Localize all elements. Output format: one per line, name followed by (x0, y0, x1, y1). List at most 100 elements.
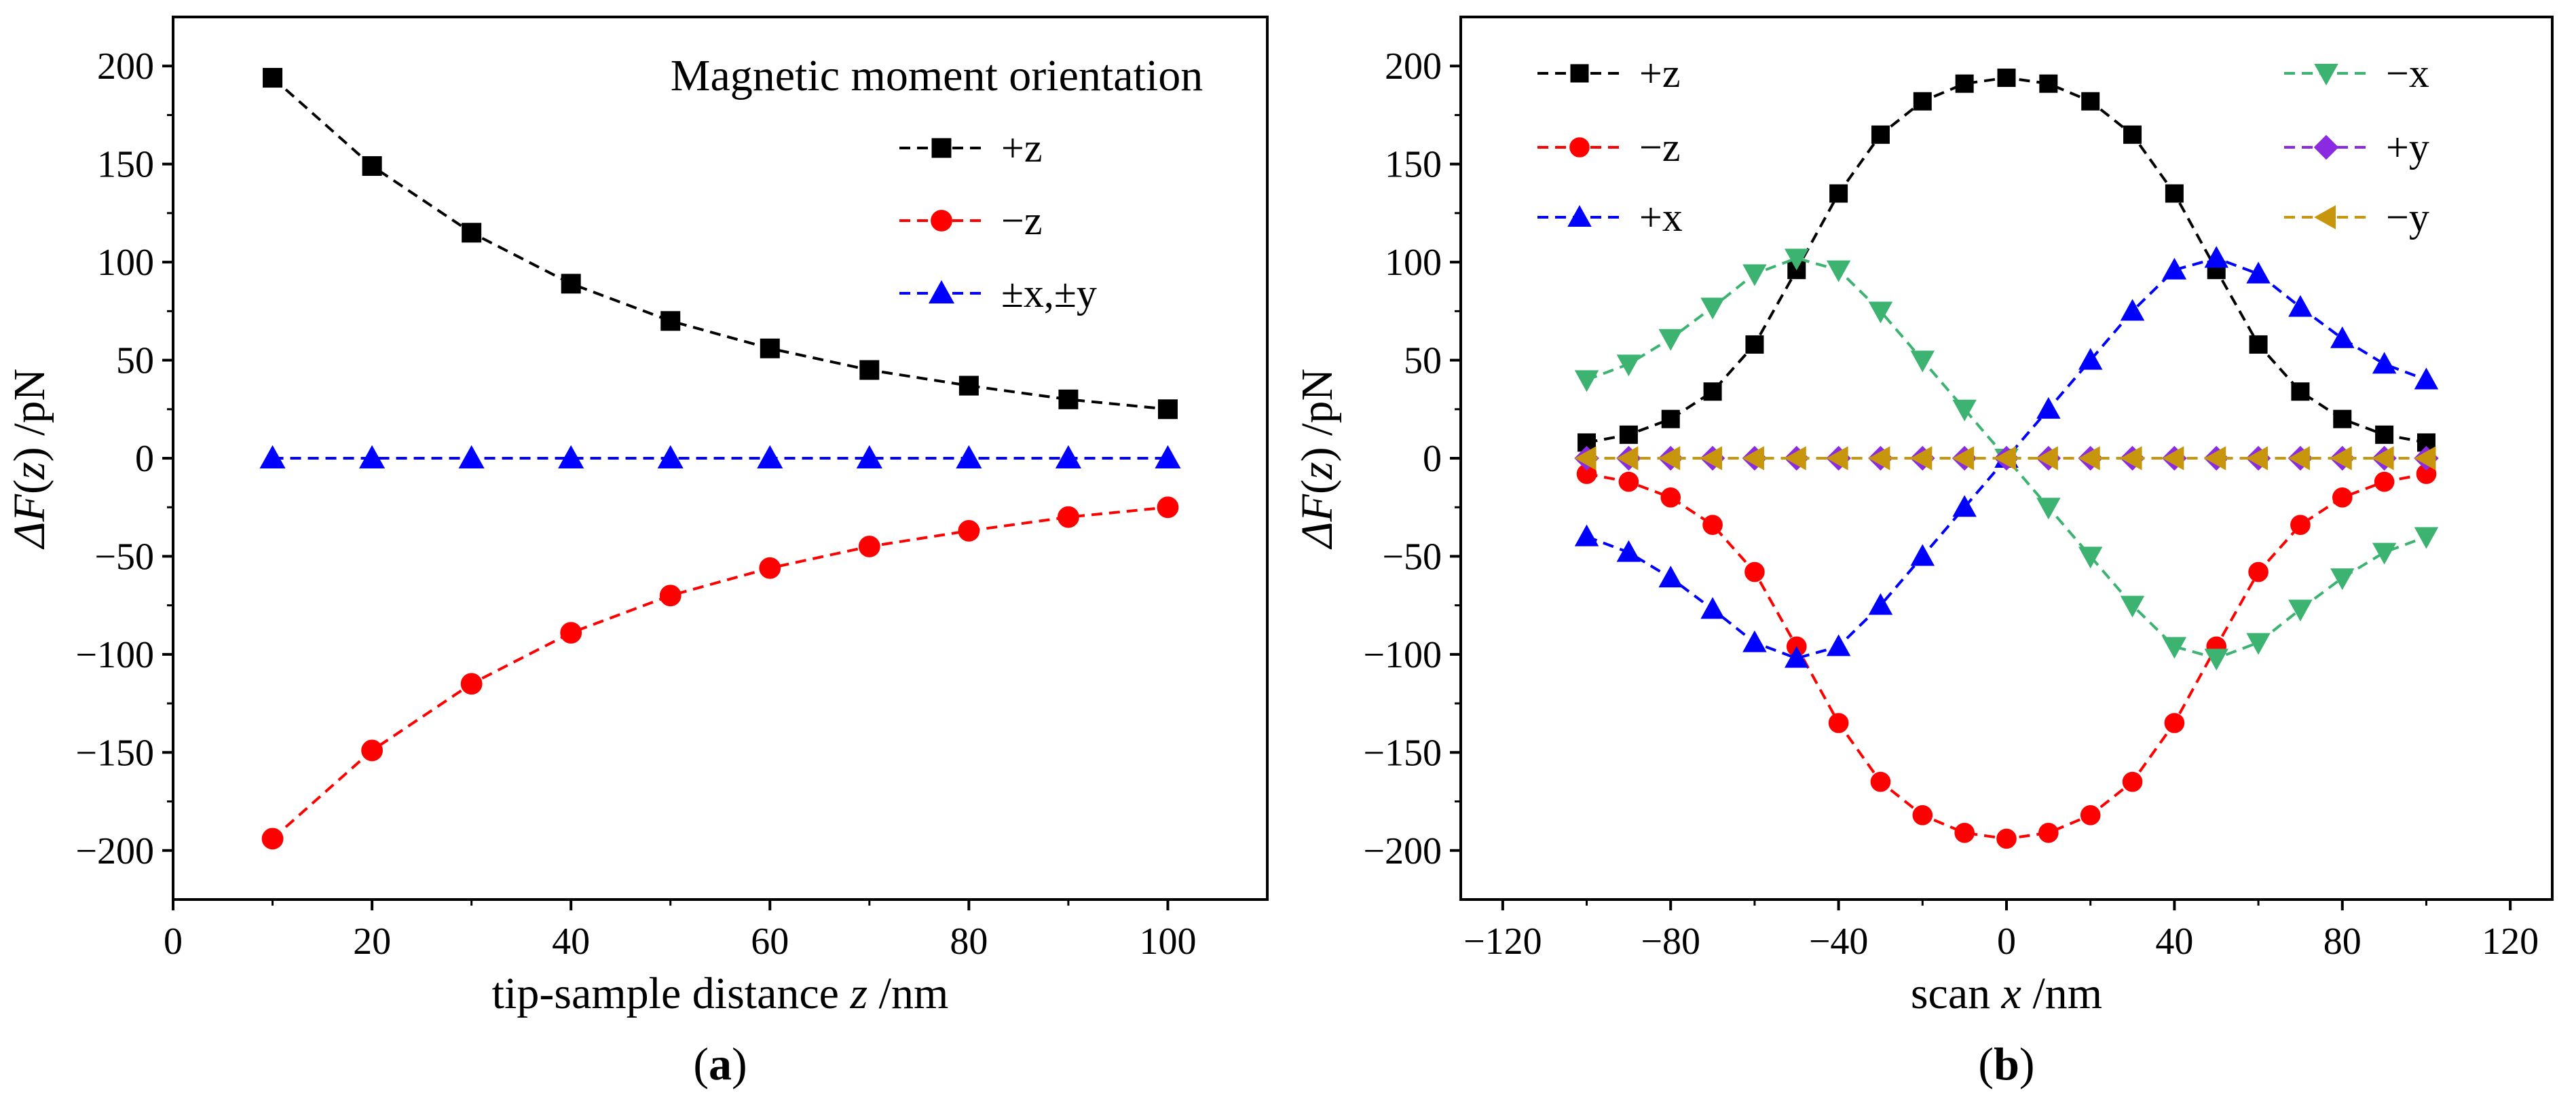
data-point (1055, 445, 1081, 469)
data-point (561, 274, 581, 294)
legend-marker (2313, 134, 2339, 160)
data-point (2414, 367, 2439, 390)
x-tick-label: 80 (950, 921, 988, 963)
series-line (1586, 257, 2427, 660)
legend-label: ±x,±y (1001, 271, 1097, 316)
x-tick-label: 120 (2482, 921, 2539, 963)
data-point (2290, 515, 2311, 536)
data-point (1870, 771, 1891, 792)
data-point (1868, 301, 1893, 324)
legend-label: +z (1001, 126, 1042, 170)
data-point (1826, 260, 1851, 282)
data-point (2081, 92, 2100, 111)
data-point (1616, 354, 1641, 377)
series-+z (1578, 69, 2435, 452)
data-point (2332, 487, 2353, 508)
data-point (1157, 496, 1179, 519)
legend: Magnetic moment orientation +z −z ±x,±y (671, 51, 1203, 316)
y-tick-label: 200 (1385, 45, 1442, 88)
data-point (1868, 593, 1893, 615)
legend-marker (1570, 64, 1589, 83)
data-point (759, 557, 781, 579)
data-point (558, 445, 584, 469)
data-point (859, 360, 880, 380)
data-point (2204, 648, 2228, 671)
legend-label: −z (1001, 198, 1042, 243)
series-−z (261, 496, 1179, 850)
data-point (2249, 335, 2268, 354)
data-point (2372, 446, 2394, 470)
data-point (1661, 409, 1680, 428)
legend-label: +x (1639, 195, 1683, 240)
data-point (1952, 399, 1977, 422)
y-tick-label: 50 (1404, 340, 1442, 382)
series-line (272, 77, 1168, 411)
y-tick-label: 150 (97, 144, 154, 186)
legend-title: Magnetic moment orientation (671, 51, 1203, 100)
data-point (2120, 595, 2145, 618)
y-axis-label: ΔF(z) /pN (5, 369, 54, 550)
legend-marker (931, 210, 952, 231)
data-point (2375, 425, 2394, 444)
data-point (1658, 446, 1681, 470)
legend-marker (2314, 63, 2338, 86)
data-point (1955, 74, 1974, 93)
data-point (1058, 506, 1079, 528)
legend-label: −z (1639, 125, 1680, 170)
data-point (263, 68, 283, 88)
x-tick-label: 20 (353, 921, 391, 963)
data-point (1912, 804, 1933, 826)
data-point (2162, 446, 2184, 470)
y-tick-label: −200 (1363, 830, 1442, 872)
data-point (2204, 446, 2226, 470)
legend-entry: −x (2284, 51, 2429, 96)
legend-marker (931, 138, 952, 158)
legend-label: −x (2386, 51, 2429, 96)
data-point (560, 622, 582, 644)
panel-label: (b) (1978, 1038, 2034, 1090)
data-point (2414, 446, 2436, 470)
data-point (2374, 471, 2395, 492)
panel-label: (a) (693, 1038, 747, 1090)
data-point (956, 445, 982, 469)
data-point (1742, 446, 1764, 470)
y-tick-label: 150 (1385, 144, 1442, 186)
data-point (958, 375, 979, 396)
data-point (757, 445, 783, 469)
y-tick-label: −100 (1363, 634, 1442, 676)
data-point (1616, 540, 1641, 562)
y-tick-label: −200 (75, 830, 154, 872)
data-point (1954, 822, 1975, 843)
data-point (1784, 446, 1806, 470)
x-tick-label: 100 (1139, 921, 1196, 963)
data-point (1619, 425, 1638, 444)
data-point (1910, 350, 1935, 373)
legend-label: −y (2386, 195, 2429, 240)
panel-b: −120 −80 −40 0 40 80 120 −200 −150 −100 −50 0 50 100 1… (1292, 16, 2554, 1090)
data-point (1658, 329, 1683, 351)
legend-marker (1567, 205, 1592, 227)
data-point (2122, 771, 2143, 792)
legend-entry: +z (899, 126, 1042, 170)
legend-label: +y (2386, 125, 2429, 170)
data-point (361, 739, 383, 762)
legend-marker (928, 280, 955, 304)
series-−y (1574, 446, 2436, 470)
data-point (2246, 446, 2269, 470)
data-point (659, 585, 682, 607)
data-point (1618, 471, 1639, 492)
data-point (1157, 399, 1178, 420)
data-point (1996, 828, 2017, 849)
data-point (460, 673, 483, 695)
x-tick-label: −120 (1463, 921, 1542, 963)
data-point (2246, 261, 2271, 284)
data-point (2120, 299, 2145, 321)
legend-entry: −y (2284, 195, 2429, 240)
data-point (1702, 515, 1723, 536)
legend-marker (2314, 205, 2336, 229)
legend-entry: +z (1537, 51, 1680, 96)
data-point (2291, 382, 2310, 401)
series-line (1586, 257, 2427, 660)
data-point (2039, 74, 2058, 93)
